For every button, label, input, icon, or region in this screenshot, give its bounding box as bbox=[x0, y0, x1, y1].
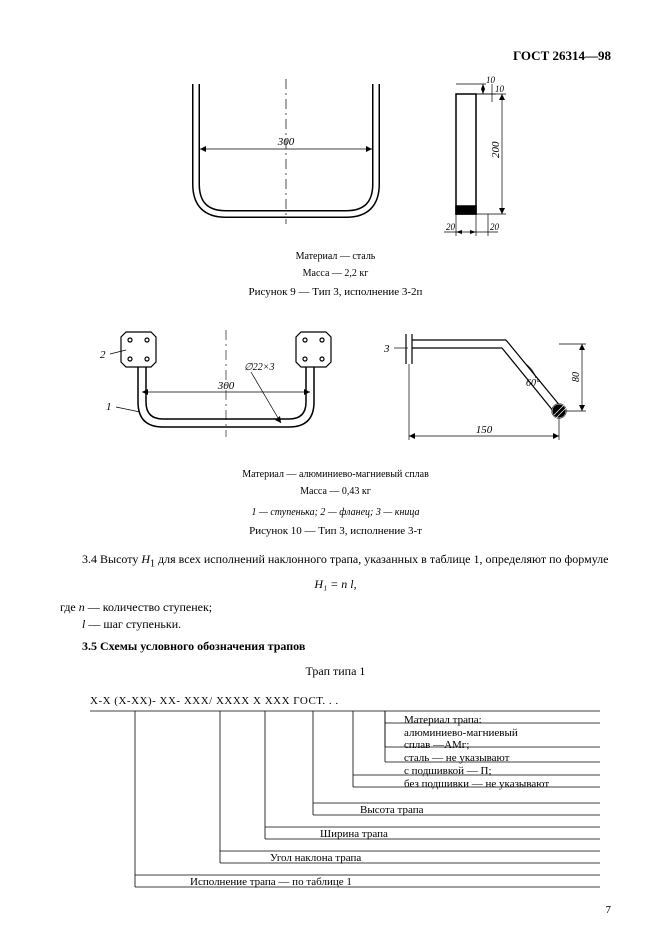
svg-text:60°: 60° bbox=[526, 378, 540, 389]
s34-prefix: 3.4 Высоту bbox=[82, 552, 141, 566]
svg-text:300: 300 bbox=[216, 380, 234, 392]
fig10-mass: Масса — 0,43 кг bbox=[60, 485, 611, 498]
s34-H: H bbox=[141, 552, 150, 566]
s34-mid: для всех исполнений наклонного трапа, ук… bbox=[155, 552, 608, 566]
designation-pattern: X-X (X-XX)- XX- XXX/ XXXX X XXX ГОСТ. . … bbox=[90, 695, 600, 707]
figure-10: 1 2 300 ∅22×3 bbox=[60, 312, 611, 462]
svg-text:∅22×3: ∅22×3 bbox=[244, 362, 274, 373]
formula-h1: H₁ = n l, bbox=[60, 577, 611, 592]
where-label: где bbox=[60, 600, 79, 614]
page-number: 7 bbox=[606, 904, 612, 916]
figure-9: 300 10 10 200 bbox=[60, 74, 611, 244]
where-line-l: l — шаг ступеньки. bbox=[60, 617, 611, 632]
svg-text:150: 150 bbox=[475, 424, 492, 436]
svg-text:20: 20 bbox=[490, 222, 500, 232]
fig9-material: Материал — сталь bbox=[60, 250, 611, 263]
designation-line-3: Ширина трапа bbox=[320, 828, 388, 840]
svg-text:200: 200 bbox=[490, 141, 502, 158]
section-3-5-heading: 3.5 Схемы условного обозначения трапов bbox=[60, 638, 611, 654]
designation-line-4: Угол наклона трапа bbox=[270, 852, 361, 864]
dim-300: 300 bbox=[276, 136, 294, 148]
svg-text:10: 10 bbox=[495, 84, 505, 94]
designation-line-2: Высота трапа bbox=[360, 804, 424, 816]
designation-diagram: X-X (X-XX)- XX- XXX/ XXXX X XXX ГОСТ. . … bbox=[60, 687, 611, 927]
section-3-4-text: 3.4 Высоту H1 для всех исполнений наклон… bbox=[60, 551, 611, 571]
svg-text:2: 2 bbox=[100, 349, 106, 361]
standard-header: ГОСТ 26314—98 bbox=[60, 48, 611, 64]
scheme-subtitle: Трап типа 1 bbox=[60, 664, 611, 679]
svg-text:1: 1 bbox=[106, 401, 112, 413]
fig9-caption: Рисунок 9 — Тип 3, исполнение 3-2п bbox=[60, 286, 611, 298]
svg-text:20: 20 bbox=[446, 222, 456, 232]
designation-line-0: Материал трапа:алюминиево-магниевыйсплав… bbox=[404, 714, 600, 765]
fig10-legend: 1 — ступенька; 2 — фланец; 3 — кница bbox=[60, 506, 611, 519]
where-line-n: где n — количество ступенек; bbox=[60, 600, 611, 615]
designation-line-5: Исполнение трапа — по таблице 1 bbox=[190, 876, 352, 888]
fig10-material: Материал — алюминиево-магниевый сплав bbox=[60, 468, 611, 481]
svg-text:3: 3 bbox=[383, 343, 390, 355]
fig9-mass: Масса — 2,2 кг bbox=[60, 267, 611, 280]
designation-line-1: с подшивкой — П;без подшивки — не указыв… bbox=[404, 765, 600, 790]
svg-text:80: 80 bbox=[571, 372, 582, 382]
fig10-caption: Рисунок 10 — Тип 3, исполнение 3-т bbox=[60, 525, 611, 537]
